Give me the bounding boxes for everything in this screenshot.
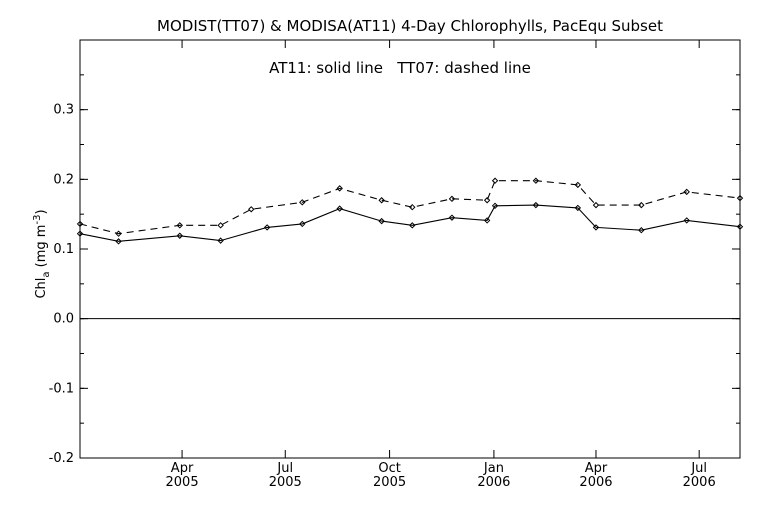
- y-tick-label: 0.0: [53, 312, 74, 327]
- data-point-tt07: [592, 201, 600, 209]
- data-point-tt07: [574, 181, 582, 189]
- x-tick-month-label: Apr: [171, 461, 194, 476]
- y-label-prefix: Chl: [34, 278, 49, 299]
- data-point-tt07: [638, 201, 645, 209]
- y-label-superscript: -3: [32, 215, 43, 225]
- data-point-at11: [491, 202, 499, 210]
- data-point-at11: [448, 214, 456, 221]
- x-tick-month-label: Oct: [378, 461, 400, 476]
- data-point-at11: [683, 217, 690, 224]
- y-axis-label: Chla (mg m-3): [32, 209, 52, 298]
- x-tick-month-label: Apr: [585, 461, 608, 476]
- data-point-tt07: [683, 188, 690, 196]
- axes: [79, 39, 741, 459]
- y-tick-label: 0.2: [53, 172, 74, 187]
- series-at11: [76, 201, 744, 245]
- y-tick-label: 0.1: [53, 242, 74, 257]
- x-tick-month-label: Jan: [483, 461, 504, 476]
- y-label-suffix: ): [34, 209, 49, 214]
- data-point-tt07: [378, 197, 385, 204]
- y-label-middle: (mg m: [34, 225, 49, 272]
- x-tick-year-label: 2005: [269, 475, 302, 490]
- y-tick-label: 0.3: [53, 103, 74, 118]
- data-point-tt07: [248, 206, 255, 213]
- data-point-at11: [299, 220, 306, 228]
- data-point-at11: [574, 204, 582, 212]
- data-point-at11: [592, 224, 600, 231]
- data-point-tt07: [736, 194, 744, 202]
- data-point-tt07: [409, 203, 416, 211]
- data-point-tt07: [483, 197, 491, 204]
- data-point-at11: [736, 223, 744, 230]
- y-tick-label: -0.2: [49, 451, 74, 466]
- data-point-tt07: [299, 199, 306, 206]
- data-point-tt07: [336, 185, 343, 192]
- series-line-at11: [79, 204, 741, 242]
- data-point-tt07: [491, 177, 499, 184]
- data-point-tt07: [76, 220, 84, 228]
- data-point-at11: [217, 237, 224, 244]
- series-tt07: [76, 177, 744, 237]
- data-point-tt07: [448, 195, 456, 203]
- x-tick-month-label: Jul: [690, 461, 707, 476]
- series-line-tt07: [79, 180, 741, 235]
- y-label-subscript: a: [41, 271, 52, 277]
- data-point-tt07: [115, 230, 122, 237]
- x-tick-year-label: 2005: [373, 475, 406, 490]
- data-point-at11: [76, 230, 84, 237]
- data-point-at11: [638, 226, 645, 234]
- data-point-at11: [409, 222, 416, 229]
- data-point-at11: [176, 232, 184, 239]
- line-style-legend: AT11: solid line TT07: dashed line: [269, 59, 531, 77]
- x-tick-year-label: 2006: [579, 475, 612, 490]
- x-tick-month-label: Jul: [276, 461, 293, 476]
- x-tick-year-label: 2005: [166, 475, 199, 490]
- series-group: [76, 177, 744, 245]
- data-point-at11: [483, 217, 491, 224]
- x-tick-year-label: 2006: [683, 475, 716, 490]
- plot-frame: [79, 39, 741, 459]
- data-point-at11: [336, 205, 343, 212]
- axis-ticks: -0.2-0.10.00.10.20.3Apr2005Jul2005Oct200…: [49, 39, 740, 490]
- chart-title: MODIST(TT07) & MODISA(AT11) 4-Day Chloro…: [157, 17, 663, 35]
- data-point-tt07: [176, 222, 184, 229]
- data-point-at11: [532, 201, 540, 209]
- data-point-tt07: [532, 177, 540, 184]
- data-point-at11: [263, 224, 271, 231]
- y-tick-label: -0.1: [49, 381, 74, 396]
- data-point-at11: [378, 217, 385, 225]
- x-tick-year-label: 2006: [477, 475, 510, 490]
- data-point-at11: [115, 238, 122, 245]
- data-point-tt07: [217, 222, 224, 229]
